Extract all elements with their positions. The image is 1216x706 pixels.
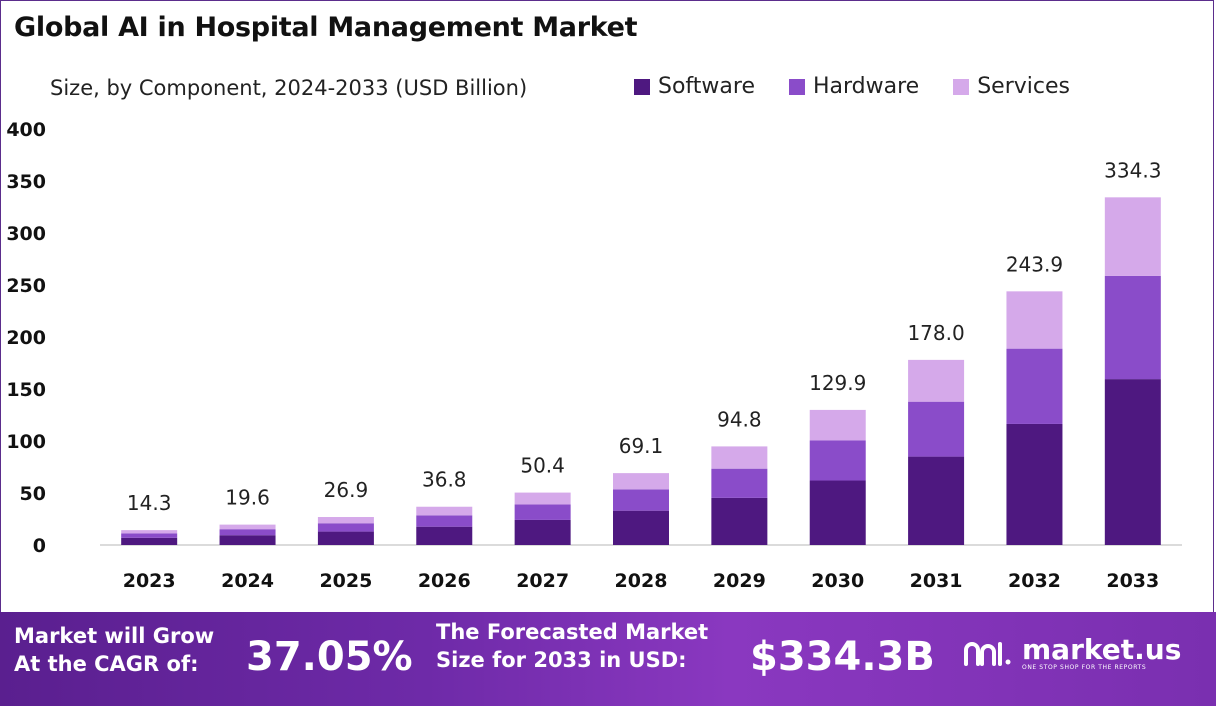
bar-hardware — [317, 523, 374, 532]
bar-services — [514, 492, 571, 505]
total-data-label: 129.9 — [809, 371, 866, 395]
y-tick-label: 0 — [33, 535, 46, 557]
bar-software — [416, 526, 473, 545]
x-tick-label: 2033 — [1106, 570, 1159, 592]
legend: Software Hardware Services — [634, 74, 1070, 99]
x-tick-label: 2027 — [516, 570, 569, 592]
legend-item-software: Software — [634, 74, 755, 99]
x-tick-label: 2029 — [713, 570, 766, 592]
total-data-label: 36.8 — [422, 468, 467, 492]
total-data-label: 14.3 — [127, 491, 172, 515]
chart-title: Global AI in Hospital Management Market — [14, 12, 638, 43]
chart-subtitle: Size, by Component, 2024-2033 (USD Billi… — [50, 76, 528, 100]
legend-swatch-services — [953, 78, 970, 95]
brand-name: market.us — [1022, 633, 1182, 666]
total-data-label: 334.3 — [1104, 158, 1161, 182]
legend-swatch-hardware — [788, 78, 805, 95]
brand-tagline: ONE STOP SHOP FOR THE REPORTS — [1022, 664, 1147, 671]
legend-label-hardware: Hardware — [812, 74, 920, 99]
bar-services — [613, 473, 669, 490]
market-us-logo-icon — [964, 642, 1011, 666]
cagr-label-line-1: Market will Grow — [14, 624, 215, 648]
y-tick-label: 150 — [6, 379, 46, 401]
footer-banner: Market will Grow At the CAGR of: 37.05% … — [0, 612, 1216, 706]
x-tick-label: 2023 — [123, 570, 176, 592]
forecast-label-line-1: The Forecasted Market — [436, 620, 709, 644]
total-data-label: 26.9 — [324, 478, 369, 502]
brand-text: market.us ONE STOP SHOP FOR THE REPORTS — [1022, 636, 1181, 672]
bar-software — [317, 531, 374, 545]
y-tick-label: 300 — [6, 223, 46, 245]
total-data-label: 69.1 — [619, 434, 664, 458]
bar-hardware — [613, 489, 669, 511]
bar-services — [317, 517, 374, 524]
x-tick-label: 2028 — [615, 570, 668, 592]
bar-hardware — [809, 440, 866, 481]
forecast-label-line-2: Size for 2033 in USD: — [436, 648, 687, 672]
cagr-label-line-2: At the CAGR of: — [14, 652, 199, 676]
bar-hardware — [416, 515, 473, 527]
bar-services — [1104, 197, 1161, 276]
bar-hardware — [711, 468, 768, 498]
y-tick-label: 400 — [6, 119, 46, 141]
bar-services — [908, 359, 965, 402]
legend-item-services: Services — [953, 74, 1070, 99]
bar-services — [416, 506, 473, 516]
x-tick-label: 2032 — [1008, 570, 1061, 592]
y-tick-label: 200 — [6, 327, 46, 349]
total-data-label: 19.6 — [225, 486, 270, 510]
y-tick-label: 350 — [6, 171, 46, 193]
forecast-value: $334.3B — [750, 634, 935, 680]
bar-software — [1006, 423, 1063, 545]
bar-services — [809, 409, 866, 441]
x-tick-label: 2031 — [910, 570, 963, 592]
bar-hardware — [1104, 275, 1161, 380]
brand-logo: market.us ONE STOP SHOP FOR THE REPORTS — [962, 636, 1181, 672]
bar-services — [711, 446, 768, 469]
bar-hardware — [1006, 348, 1063, 424]
bar-software — [613, 510, 669, 545]
bar-software — [219, 535, 276, 545]
cagr-value: 37.05% — [246, 634, 413, 680]
bar-hardware — [121, 533, 178, 538]
forecast-label: The Forecasted Market Size for 2033 in U… — [436, 618, 708, 674]
legend-label-services: Services — [977, 74, 1070, 99]
bar-services — [219, 524, 276, 530]
total-data-label: 94.8 — [717, 407, 762, 431]
bar-software — [121, 537, 178, 545]
legend-swatch-software — [634, 78, 650, 95]
cagr-label: Market will Grow At the CAGR of: — [14, 622, 214, 678]
bar-chart: 0 50 100 150 200 250 300 350 400 14.3 2023 19.6 2024… — [6, 119, 1182, 592]
total-data-label: 178.0 — [907, 321, 964, 345]
legend-item-hardware: Hardware — [788, 74, 920, 99]
bar-services — [121, 530, 178, 534]
y-tick-label: 100 — [6, 431, 46, 453]
x-tick-label: 2025 — [319, 570, 372, 592]
x-tick-label: 2030 — [811, 570, 864, 592]
x-tick-label: 2024 — [221, 570, 274, 592]
bar-software — [514, 519, 571, 545]
total-data-label: 50.4 — [520, 454, 565, 478]
total-data-label: 243.9 — [1006, 252, 1063, 276]
bar-software — [711, 497, 768, 545]
bar-hardware — [908, 401, 965, 457]
bar-services — [1006, 291, 1063, 349]
y-tick-label: 50 — [20, 483, 46, 505]
bar-software — [1104, 379, 1161, 545]
bar-hardware — [219, 529, 276, 536]
bar-hardware — [514, 504, 571, 520]
x-tick-label: 2026 — [418, 570, 471, 592]
bar-software — [908, 456, 965, 545]
bar-software — [809, 480, 866, 545]
y-tick-label: 250 — [6, 275, 46, 297]
legend-label-software: Software — [658, 74, 755, 99]
